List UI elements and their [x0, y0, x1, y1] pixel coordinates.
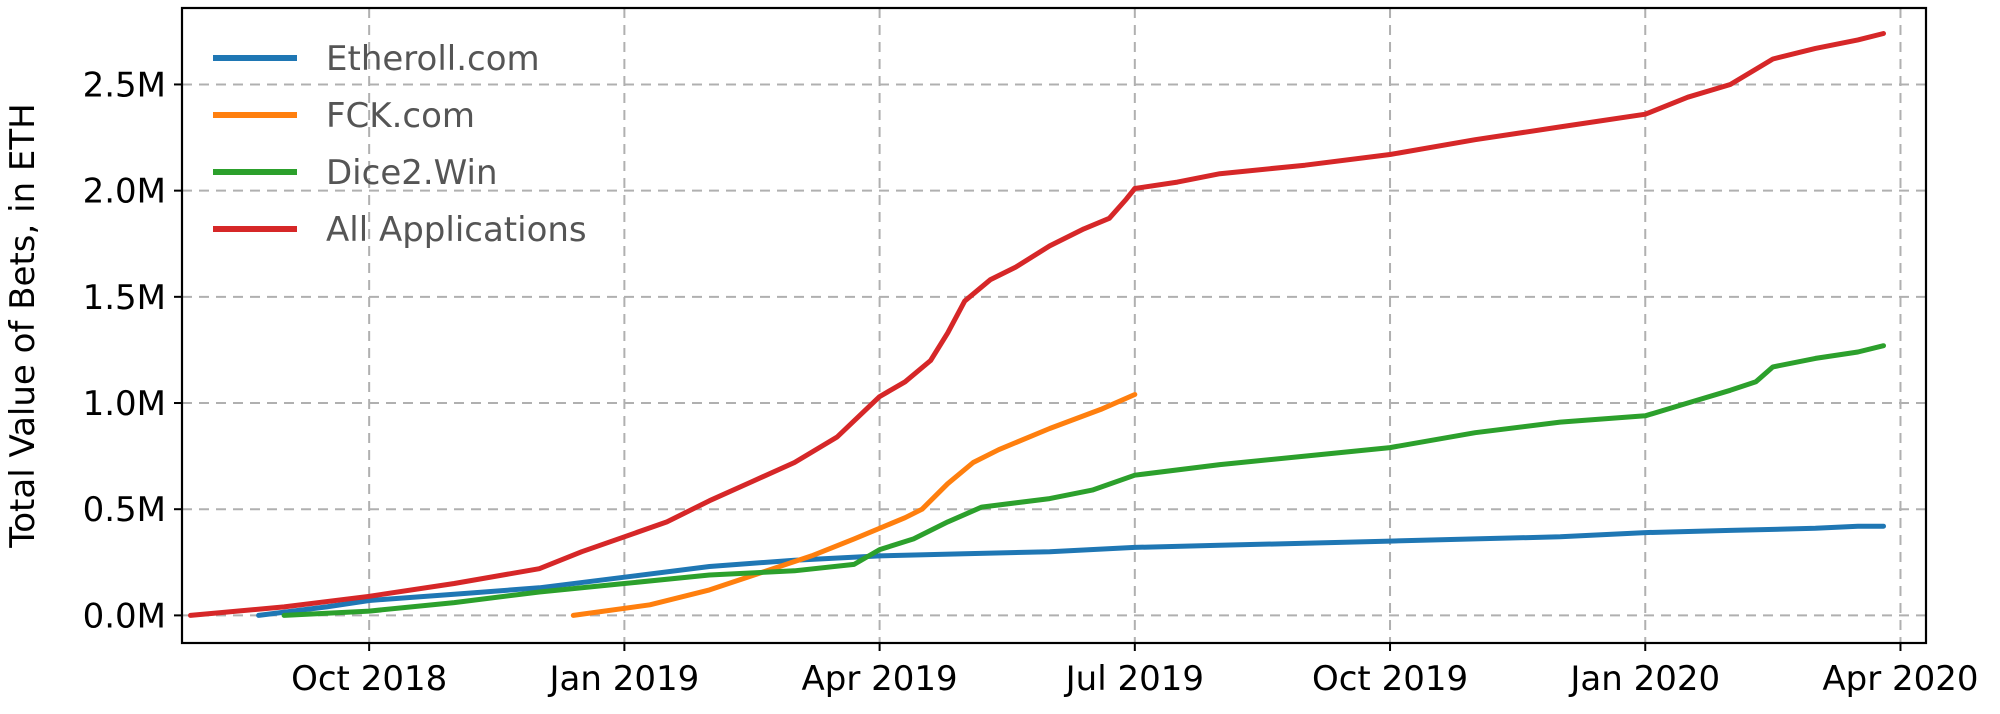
legend-label: FCK.com	[326, 96, 475, 136]
series-lines	[188, 31, 1886, 618]
x-tick-label: Jul 2019	[1064, 659, 1204, 699]
x-tick-label: Jan 2020	[1568, 659, 1720, 699]
legend: Etheroll.com FCK.com Dice2.Win All Applicat…	[213, 39, 587, 250]
x-axis-ticks: Oct 2018 Jan 2019 Apr 2019 Jul 2019 Oct 2019…	[291, 643, 1979, 699]
y-axis-ticks: 0.0M 0.5M 1.0M 1.5M 2.0M 2.5M	[83, 65, 182, 636]
x-tick-label: Jan 2019	[548, 659, 700, 699]
y-tick-label: 1.5M	[83, 278, 166, 318]
series-line-etheroll-com	[256, 523, 1886, 618]
y-tick-label: 0.5M	[83, 490, 166, 530]
x-tick-label: Oct 2019	[1312, 659, 1468, 699]
y-axis-title: Total Value of Bets, in ETH	[3, 103, 43, 549]
x-tick-label: Oct 2018	[291, 659, 447, 699]
series-line-fck-com	[570, 392, 1138, 618]
x-tick-label: Apr 2019	[802, 659, 958, 699]
legend-label: Dice2.Win	[326, 153, 498, 193]
legend-label: Etheroll.com	[326, 39, 540, 79]
grid	[182, 8, 1926, 643]
y-tick-label: 1.0M	[83, 384, 166, 424]
axes	[180, 6, 1928, 645]
legend-label: All Applications	[326, 210, 587, 250]
x-tick-label: Apr 2020	[1822, 659, 1978, 699]
y-tick-label: 2.5M	[83, 65, 166, 105]
series-line-dice2-win	[281, 343, 1886, 618]
y-tick-label: 2.0M	[83, 172, 166, 212]
plot-frame	[180, 6, 1928, 645]
y-tick-label: 0.0M	[83, 596, 166, 636]
series-line-all-applications	[188, 31, 1886, 618]
